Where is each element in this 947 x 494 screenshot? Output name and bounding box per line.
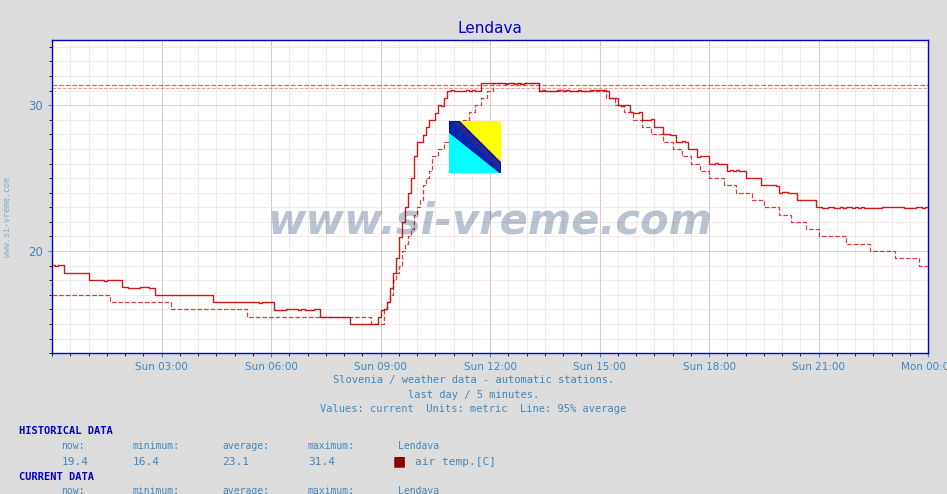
Text: last day / 5 minutes.: last day / 5 minutes. [408, 390, 539, 400]
Text: www.si-vreme.com: www.si-vreme.com [268, 201, 712, 243]
Text: 16.4: 16.4 [133, 457, 160, 467]
Title: Lendava: Lendava [457, 21, 523, 36]
Text: maximum:: maximum: [308, 487, 355, 494]
Text: ■: ■ [393, 454, 406, 468]
Polygon shape [449, 122, 501, 173]
Polygon shape [449, 122, 501, 173]
Text: CURRENT DATA: CURRENT DATA [19, 472, 94, 482]
Text: 19.4: 19.4 [62, 457, 89, 467]
Text: Lendava: Lendava [398, 441, 438, 451]
Text: now:: now: [62, 487, 85, 494]
Text: air temp.[C]: air temp.[C] [415, 457, 496, 467]
Text: Values: current  Units: metric  Line: 95% average: Values: current Units: metric Line: 95% … [320, 405, 627, 414]
Text: maximum:: maximum: [308, 441, 355, 451]
Text: 31.4: 31.4 [308, 457, 335, 467]
Text: 23.1: 23.1 [223, 457, 250, 467]
Text: Lendava: Lendava [398, 487, 438, 494]
Text: minimum:: minimum: [133, 487, 180, 494]
Text: average:: average: [223, 487, 270, 494]
Text: minimum:: minimum: [133, 441, 180, 451]
Text: average:: average: [223, 441, 270, 451]
Text: www.si-vreme.com: www.si-vreme.com [3, 177, 12, 257]
Text: HISTORICAL DATA: HISTORICAL DATA [19, 426, 113, 436]
Polygon shape [449, 122, 501, 173]
Text: now:: now: [62, 441, 85, 451]
Text: Slovenia / weather data - automatic stations.: Slovenia / weather data - automatic stat… [333, 375, 614, 385]
